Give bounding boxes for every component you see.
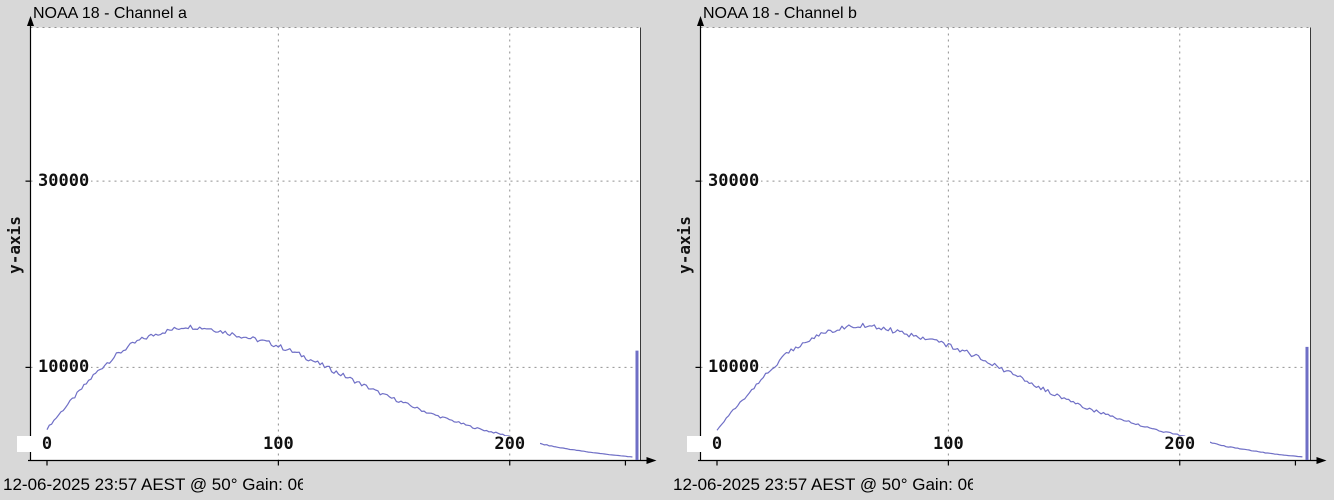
x-tick-label: 100 [918,436,979,453]
status-bar: 12-06-2025 23:57 AEST @ 50° Gain: 06 [673,475,1013,495]
y-axis-label: y-axis [5,216,24,274]
x-tick-label: 0 [687,436,747,453]
histogram-canvas [695,16,1327,466]
x-axis-arrow-icon [646,457,657,464]
y-axis-arrow-icon [27,16,34,26]
axes [27,16,657,464]
y-tick-label: 30000 [706,171,762,192]
y-tick-label: 10000 [36,357,92,378]
panel-title: NOAA 18 - Channel a [33,5,187,22]
status-bar: 12-06-2025 23:57 AEST @ 50° Gain: 06 [3,475,343,495]
y-axis-label: y-axis [675,216,694,274]
histogram-panel-channel-a: NOAA 18 - Channel a y-axis 12-06-2025 23… [0,0,664,500]
tick-marks [25,180,627,466]
y-tick-label: 30000 [36,171,92,192]
gridlines [30,27,641,461]
x-tick-label: 200 [479,436,540,453]
status-truncated-char: 6 [967,475,974,494]
x-axis-arrow-icon [1316,457,1327,464]
histogram-canvas [25,16,657,466]
axes [697,16,1327,464]
y-axis-arrow-icon [697,16,704,26]
status-text: 12-06-2025 23:57 AEST @ 50° Gain: 0 [3,475,298,494]
histogram-panel-channel-b: NOAA 18 - Channel b y-axis 12-06-2025 23… [670,0,1334,500]
status-truncated-char: 6 [297,475,304,494]
x-tick-label: 200 [1149,436,1210,453]
plot-area-bg [700,27,1311,461]
gridlines [700,27,1311,461]
tick-marks [695,180,1297,466]
status-text: 12-06-2025 23:57 AEST @ 50° Gain: 0 [673,475,968,494]
y-tick-label: 10000 [706,357,762,378]
x-tick-label: 100 [248,436,309,453]
plot-area-bg [30,27,641,461]
x-tick-label: 0 [17,436,77,453]
panel-title: NOAA 18 - Channel b [703,5,857,22]
